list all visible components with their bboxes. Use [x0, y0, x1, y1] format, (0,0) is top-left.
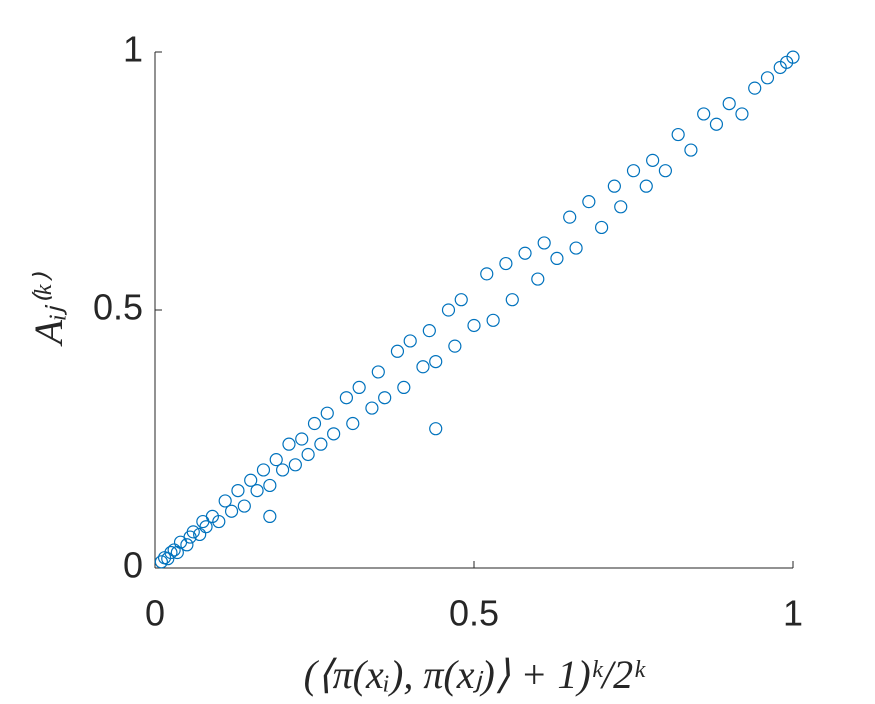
point [614, 200, 628, 214]
x-tick-label: 1 [783, 593, 803, 634]
point [154, 555, 168, 569]
point [684, 143, 698, 157]
point [218, 494, 232, 508]
point [295, 432, 309, 446]
point [569, 241, 583, 255]
point [320, 406, 334, 420]
point [448, 339, 462, 353]
point [378, 391, 392, 405]
point [709, 117, 724, 131]
point [786, 50, 800, 64]
point [422, 324, 436, 338]
point [531, 272, 545, 286]
point [639, 179, 653, 193]
point [164, 545, 178, 560]
x-axis-label: (⟨π(xᵢ), π(xⱼ)⟩ + 1)ᵏ/2ᵏ [304, 652, 646, 697]
point [441, 303, 456, 317]
point [256, 463, 271, 477]
point [403, 334, 417, 348]
x-tick-label: 0.5 [449, 593, 499, 634]
point [346, 416, 360, 431]
point [170, 545, 184, 560]
point [467, 318, 481, 333]
point [735, 107, 749, 121]
point [224, 504, 239, 518]
point [199, 520, 213, 534]
point [161, 552, 175, 566]
point [193, 527, 207, 542]
point [537, 236, 551, 250]
y-tick-label: 1 [123, 29, 143, 70]
point [167, 543, 181, 557]
point [371, 365, 385, 379]
point [250, 484, 264, 498]
point [499, 256, 513, 271]
point [454, 293, 468, 307]
point [594, 220, 609, 235]
point [365, 401, 379, 415]
point [327, 427, 341, 441]
point [263, 509, 277, 524]
point [429, 355, 443, 369]
point [282, 437, 296, 451]
point [314, 437, 328, 451]
point [486, 313, 500, 327]
point [722, 96, 736, 111]
point [212, 514, 226, 529]
point [301, 447, 315, 462]
point [505, 293, 519, 307]
point [563, 210, 577, 224]
point [276, 463, 290, 477]
point [307, 416, 322, 431]
y-tick-label: 0 [123, 545, 143, 586]
point [646, 153, 660, 167]
point [626, 164, 641, 178]
point [658, 164, 673, 178]
point [480, 267, 494, 281]
point [180, 538, 194, 552]
point [760, 71, 775, 85]
point [352, 380, 366, 394]
point [748, 81, 762, 95]
point [429, 422, 443, 436]
point [390, 344, 405, 358]
point [231, 484, 245, 498]
point [186, 525, 200, 539]
point [416, 360, 430, 374]
point [397, 380, 411, 394]
point [269, 453, 283, 467]
point [582, 195, 596, 209]
point [518, 246, 532, 260]
point [237, 499, 251, 513]
point [339, 391, 353, 405]
x-tick-label: 0 [145, 593, 165, 634]
point [607, 179, 621, 193]
point [671, 127, 685, 142]
point [288, 458, 302, 472]
point [263, 478, 277, 493]
y-axis-label: Aᵢⱼ⁽ᵏ⁾ [26, 272, 71, 348]
y-tick-label: 0.5 [93, 287, 143, 328]
point [244, 473, 258, 487]
point [550, 251, 564, 265]
point [697, 107, 711, 121]
